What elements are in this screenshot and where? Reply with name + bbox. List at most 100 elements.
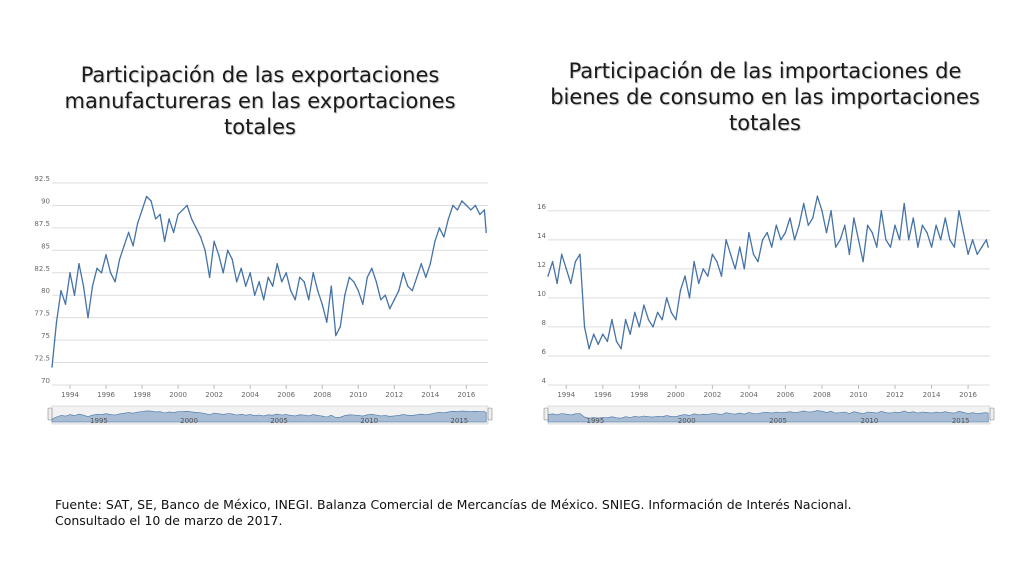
data-point	[926, 231, 928, 234]
imports-chart[interactable]: 16 14 12 10 8 6 4 1994 1996 1998 2000 2002 2004 2006 2…	[528, 176, 998, 428]
data-point	[407, 285, 409, 287]
data-point	[339, 325, 341, 328]
data-point	[944, 217, 946, 219]
data-point	[903, 202, 905, 205]
data-point	[127, 231, 130, 234]
navigator-tick-label: 2015	[450, 417, 468, 425]
navigator-handle-left[interactable]	[47, 407, 53, 421]
navigator-handle-right[interactable]	[989, 407, 995, 421]
data-point	[258, 281, 260, 283]
data-point	[871, 231, 873, 234]
data-point	[330, 285, 332, 287]
footer-consulted: Consultado el 10 de marzo de 2017.	[55, 513, 283, 528]
data-point	[574, 260, 577, 263]
x-tick-label: 2004	[241, 391, 259, 399]
data-point	[793, 239, 796, 241]
navigator-tick-label: 2005	[270, 417, 288, 425]
data-point	[82, 285, 85, 287]
x-tick-label: 2000	[667, 391, 685, 399]
data-point	[789, 217, 791, 219]
data-point	[335, 334, 337, 337]
data-point	[958, 210, 960, 212]
data-point	[371, 267, 373, 269]
x-tick-label: 2008	[313, 391, 331, 399]
x-tick-label: 1996	[97, 391, 115, 399]
data-point	[470, 209, 472, 211]
data-point	[299, 276, 301, 278]
exports-chart[interactable]: 92.5 90 87.5 85 82.5 80 77.5 75 72.5 70 1994 1996 19…	[30, 175, 496, 428]
data-point	[308, 299, 310, 301]
data-point	[272, 285, 274, 287]
data-point	[91, 285, 94, 287]
data-point	[411, 290, 414, 292]
x-tick-label: 1998	[630, 391, 648, 399]
data-point	[362, 303, 364, 305]
data-point	[570, 282, 572, 285]
navigator-handle-left[interactable]	[543, 407, 549, 421]
y-tick-label: 72.5	[34, 355, 50, 363]
data-point	[697, 282, 700, 285]
data-point	[438, 227, 441, 229]
data-point	[235, 281, 238, 283]
x-tick-label: 1994	[61, 391, 79, 399]
navigator-tick-label: 2015	[952, 417, 970, 425]
data-point	[465, 204, 468, 207]
data-point	[894, 224, 896, 226]
data-point	[452, 204, 454, 207]
x-tick-label: 1996	[594, 391, 612, 399]
data-point	[402, 272, 405, 274]
data-point	[145, 195, 148, 198]
data-point	[707, 275, 709, 277]
data-point	[55, 321, 58, 323]
data-point	[398, 290, 400, 292]
data-point	[652, 326, 654, 328]
data-point	[190, 218, 193, 220]
data-point	[479, 213, 481, 216]
data-point	[393, 299, 396, 301]
chart-right-title: Participación de las importaciones de bi…	[550, 59, 980, 135]
data-point	[985, 239, 988, 241]
data-point	[661, 318, 663, 321]
series-line[interactable]	[547, 195, 989, 350]
navigator-handle-right[interactable]	[487, 407, 493, 421]
data-point	[720, 275, 723, 277]
data-point	[780, 239, 782, 241]
data-point	[253, 294, 256, 296]
data-point	[711, 253, 714, 256]
data-point	[684, 275, 686, 277]
data-point	[348, 276, 350, 278]
data-point	[222, 272, 224, 274]
data-point	[199, 236, 202, 238]
data-point	[159, 213, 161, 216]
data-point	[739, 246, 741, 248]
data-point	[976, 253, 978, 256]
data-point	[638, 326, 641, 328]
data-point	[666, 297, 668, 299]
data-point	[693, 260, 695, 263]
data-point	[748, 231, 750, 234]
data-point	[344, 294, 346, 296]
data-point	[69, 272, 71, 274]
data-point	[798, 224, 800, 226]
data-point	[930, 246, 933, 248]
data-point	[821, 210, 823, 212]
data-point	[565, 268, 567, 270]
data-point	[64, 303, 67, 305]
data-point	[560, 253, 563, 256]
series-line[interactable]	[51, 195, 487, 368]
data-point	[141, 209, 143, 211]
data-point	[606, 340, 609, 343]
data-point	[109, 272, 112, 274]
source-footer: Fuente: SAT, SE, Banco de México, INEGI.…	[55, 497, 995, 529]
x-tick-label: 2016	[457, 391, 475, 399]
data-point	[177, 213, 179, 216]
data-point	[136, 222, 139, 225]
x-tick-label: 2012	[385, 391, 403, 399]
data-point	[285, 272, 287, 274]
y-tick-label: 82.5	[34, 265, 50, 273]
data-point	[290, 290, 292, 292]
y-tick-label: 8	[542, 319, 546, 327]
data-point	[629, 333, 631, 335]
navigator-area	[51, 410, 487, 423]
data-point	[949, 239, 951, 241]
